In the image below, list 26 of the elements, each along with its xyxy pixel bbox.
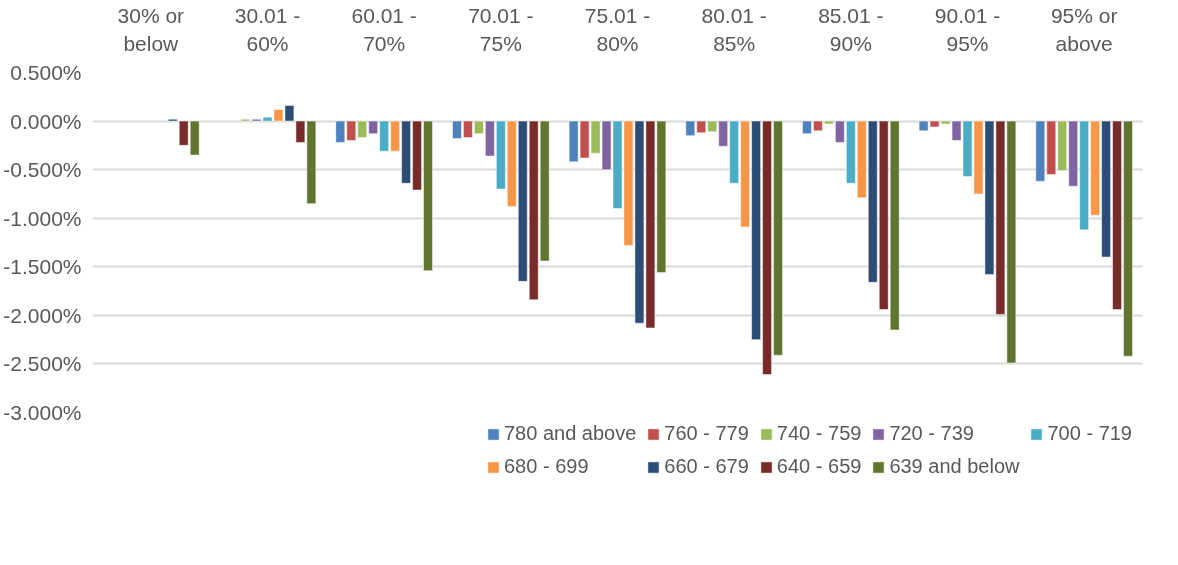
legend-label: 780 and above: [504, 422, 637, 445]
y-tick-label: 0.500%: [10, 61, 82, 84]
x-tick-label: 85.01 - 90%: [818, 3, 884, 55]
y-tick-label: -0.500%: [3, 158, 82, 182]
x-tick-label: 70.01 - 75%: [468, 3, 534, 55]
legend-label: 660 - 679: [664, 455, 749, 478]
x-tick-label: 95% or above: [1050, 3, 1118, 55]
y-tick-label: -2.500%: [3, 352, 82, 376]
legend-label: 760 - 779: [664, 422, 749, 445]
x-tick-label: 90.01 - 95%: [934, 3, 1001, 55]
legend-label: 700 - 719: [1047, 422, 1132, 445]
legend-label: 740 - 759: [776, 422, 862, 445]
y-tick-label: -2.000%: [3, 303, 82, 327]
x-tick-label: 75.01 - 80%: [584, 3, 651, 55]
y-tick-label: -1.000%: [3, 206, 82, 230]
x-tick-label: 80.01 - 85%: [701, 3, 767, 55]
legend-label: 680 - 699: [504, 455, 589, 478]
y-tick-label: -1.500%: [3, 255, 82, 279]
legend-label: 720 - 739: [889, 422, 974, 445]
y-tick-label: -3.000%: [3, 401, 82, 424]
x-tick-label: 30.01 - 60%: [234, 3, 301, 55]
x-tick-label: 60.01 - 70%: [351, 3, 417, 55]
legend-label: 639 and below: [889, 455, 1020, 478]
legend-label: 640 - 659: [776, 455, 862, 478]
x-tick-label: 30% or below: [117, 3, 185, 55]
y-tick-label: 0.000%: [10, 109, 82, 133]
